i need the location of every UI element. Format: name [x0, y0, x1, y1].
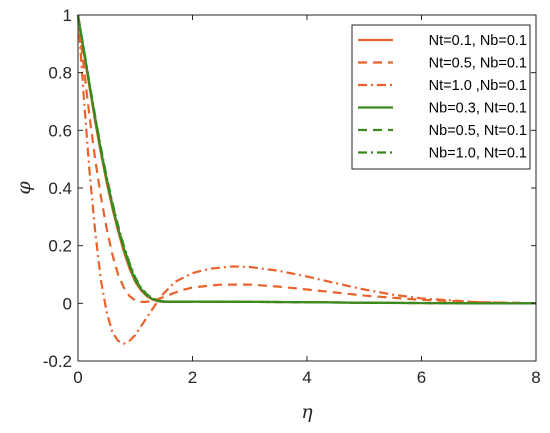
- legend-label-6: Nb=1.0, Nt=0.1: [429, 146, 527, 162]
- legend-label-3: Nt=1.0 ,Nb=0.1: [429, 78, 527, 94]
- x-tick-label: 4: [302, 368, 311, 387]
- y-tick-label: 0.2: [48, 237, 72, 256]
- legend-label-4: Nb=0.3, Nt=0.1: [429, 101, 527, 117]
- series-line-6: [76, 14, 536, 305]
- legend-box: [351, 24, 531, 170]
- y-tick-label: 1: [63, 6, 72, 25]
- y-tick-label: 0.8: [48, 64, 72, 83]
- series-line-3: [76, 14, 537, 345]
- y-tick-label: 0.6: [48, 121, 72, 140]
- x-tick-label: 2: [188, 368, 197, 387]
- series-layer: [76, 14, 537, 345]
- series-line-2: [76, 14, 537, 305]
- legend-label-1: Nt=0.1, Nb=0.1: [429, 33, 527, 49]
- x-tick-label: 0: [73, 368, 82, 387]
- y-tick-label: -0.2: [43, 352, 72, 371]
- legend: Nt=0.1, Nb=0.1 Nt=0.5, Nb=0.1 Nt=1.0 ,Nb=0…: [351, 24, 531, 170]
- y-tick-label: 0.4: [48, 179, 72, 198]
- x-tick-label: 6: [417, 368, 426, 387]
- legend-items: Nt=0.1, Nb=0.1 Nt=0.5, Nb=0.1 Nt=1.0 ,Nb=0…: [358, 33, 527, 162]
- ticks-layer: 0 2 4 6 8-0.200.20.40.60.81: [43, 6, 541, 387]
- y-axis-label: φ: [13, 181, 35, 195]
- x-axis-label: η: [301, 401, 313, 423]
- legend-label-2: Nt=0.5, Nb=0.1: [429, 56, 527, 72]
- x-tick-label: 8: [531, 368, 540, 387]
- legend-label-5: Nb=0.5, Nt=0.1: [429, 123, 527, 139]
- y-tick-label: 0: [63, 294, 72, 313]
